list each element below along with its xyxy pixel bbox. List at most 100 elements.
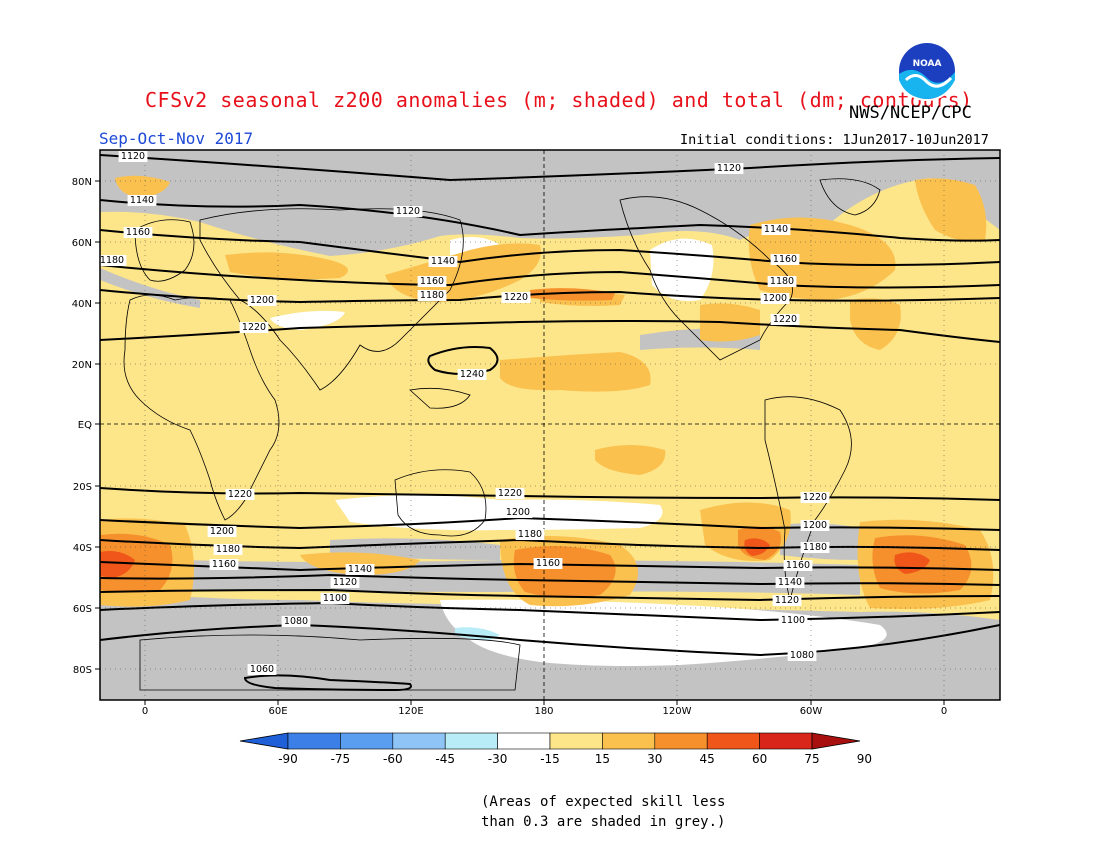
colorbar-label: -30 xyxy=(488,752,508,766)
contour-label: 1200 xyxy=(803,520,827,531)
reference-lines xyxy=(100,150,1000,700)
contour-label: 1100 xyxy=(781,615,805,626)
contour-label: 1180 xyxy=(803,542,827,553)
colorbar-label: -15 xyxy=(540,752,560,766)
contour-label-bg xyxy=(320,593,350,604)
contour-label: 1120 xyxy=(333,577,357,588)
colorbar-label: -90 xyxy=(278,752,298,766)
contour-label: 1180 xyxy=(420,290,444,301)
contour-label-bg xyxy=(778,615,808,626)
contour-label-bg xyxy=(800,520,830,531)
grid xyxy=(100,150,1000,700)
latitude-axis: 80N 60N 40N 20N EQ 20S 40S 60S 80S xyxy=(72,177,100,676)
svg-text:NOAA: NOAA xyxy=(913,59,942,69)
colorbar-label: 30 xyxy=(647,752,662,766)
contour-label-bg xyxy=(800,542,830,553)
contour-label-bg xyxy=(330,577,360,588)
contour-label-bg xyxy=(760,293,790,304)
contour-label: 1200 xyxy=(763,293,787,304)
contour-label-bg xyxy=(800,492,830,503)
contour-label-bg xyxy=(123,227,153,238)
contour-label: 1160 xyxy=(420,276,444,287)
colorbar-label: 75 xyxy=(804,752,819,766)
colorbar-arrow-right xyxy=(811,732,861,750)
contour-label: 1120 xyxy=(717,163,741,174)
lon-tick-label: 180 xyxy=(534,706,553,717)
lon-tick-label: 0 xyxy=(941,706,947,717)
colorbar-swatch xyxy=(759,732,813,750)
longitude-axis: 0 60E 120E 180 120W 60W 0 xyxy=(142,700,947,717)
agency-label: NWS/NCEP/CPC xyxy=(849,103,972,123)
contour-label: 1180 xyxy=(100,255,124,266)
lat-tick-label: 20N xyxy=(72,360,92,371)
contour-labels: 1120 1120 1120 1140 1140 1140 1160 1160 1160 1180… xyxy=(97,151,830,675)
contour-label-bg xyxy=(783,560,813,571)
contour-label: 1220 xyxy=(242,322,266,333)
contour-label-bg xyxy=(787,650,817,661)
contour-label: 1160 xyxy=(126,227,150,238)
noaa-logo-icon: NOAA xyxy=(897,41,957,101)
contour-label: 1140 xyxy=(348,564,372,575)
contour-label: 1140 xyxy=(431,256,455,267)
colorbar-label: 60 xyxy=(752,752,767,766)
colorbar-label: -60 xyxy=(383,752,403,766)
contour-label-bg xyxy=(417,276,447,287)
lat-tick-label: EQ xyxy=(78,420,92,431)
contour-label-bg xyxy=(213,544,243,555)
contour-label: 1220 xyxy=(803,492,827,503)
contour-label: 1140 xyxy=(764,224,788,235)
contour-label: 1080 xyxy=(284,616,308,627)
colorbar-swatch xyxy=(602,732,656,750)
contour-label: 1180 xyxy=(518,529,542,540)
contour-label: 1060 xyxy=(250,664,274,675)
lon-tick-label: 60E xyxy=(268,706,287,717)
contour-label-bg xyxy=(239,322,269,333)
skill-note: (Areas of expected skill less than 0.3 a… xyxy=(481,792,725,832)
contour-label-bg xyxy=(97,255,127,266)
contour-label-bg xyxy=(515,529,545,540)
skill-note-line-2: than 0.3 are shaded in grey.) xyxy=(481,814,726,830)
contour-label: 1200 xyxy=(210,526,234,537)
colorbar-swatch xyxy=(497,732,551,750)
contour-label-bg xyxy=(761,224,791,235)
contour-label: 1120 xyxy=(396,206,420,217)
contour-label-bg xyxy=(495,488,525,499)
contour-label: 1100 xyxy=(323,593,347,604)
lon-tick-label: 60W xyxy=(800,706,823,717)
contour-label-bg xyxy=(714,163,744,174)
contour-label: 1220 xyxy=(773,314,797,325)
lat-tick-label: 40S xyxy=(73,543,92,554)
skill-note-line-1: (Areas of expected skill less xyxy=(481,794,726,810)
contour-label: 1120 xyxy=(121,151,145,162)
contour-label: 1180 xyxy=(216,544,240,555)
contour-label: 1160 xyxy=(536,558,560,569)
lon-tick-label: 120W xyxy=(663,706,692,717)
contour-label-bg xyxy=(770,314,800,325)
lat-tick-label: 40N xyxy=(72,299,92,310)
contour-label-bg xyxy=(207,526,237,537)
contour-label-bg xyxy=(770,254,800,265)
colorbar-swatch xyxy=(287,732,341,750)
colorbar-label: -45 xyxy=(435,752,455,766)
contour-label: 1200 xyxy=(506,507,530,518)
contour-label-bg xyxy=(118,151,148,162)
colorbar: -90 -75 -60 -45 -30 -15 15 30 45 60 75 90 xyxy=(239,732,872,766)
contour-label: 1220 xyxy=(498,488,522,499)
colorbar-swatch xyxy=(549,732,603,750)
contour-label-bg xyxy=(247,664,277,675)
contour-label-bg xyxy=(281,616,311,627)
contour-label-bg xyxy=(501,292,531,303)
lat-tick-label: 60N xyxy=(72,238,92,249)
chart-title: CFSv2 seasonal z200 anomalies (m; shaded… xyxy=(145,88,973,112)
colorbar-swatch xyxy=(706,732,760,750)
contour-label: 1220 xyxy=(504,292,528,303)
lat-tick-label: 80S xyxy=(73,665,92,676)
contour-label-bg xyxy=(775,577,805,588)
contour-label-bg xyxy=(772,595,802,606)
contour-label: 1140 xyxy=(130,195,154,206)
contour-label: 1140 xyxy=(778,577,802,588)
season-label: Sep-Oct-Nov 2017 xyxy=(99,129,254,148)
lon-tick-label: 120E xyxy=(398,706,423,717)
contour-label-bg xyxy=(457,369,487,380)
